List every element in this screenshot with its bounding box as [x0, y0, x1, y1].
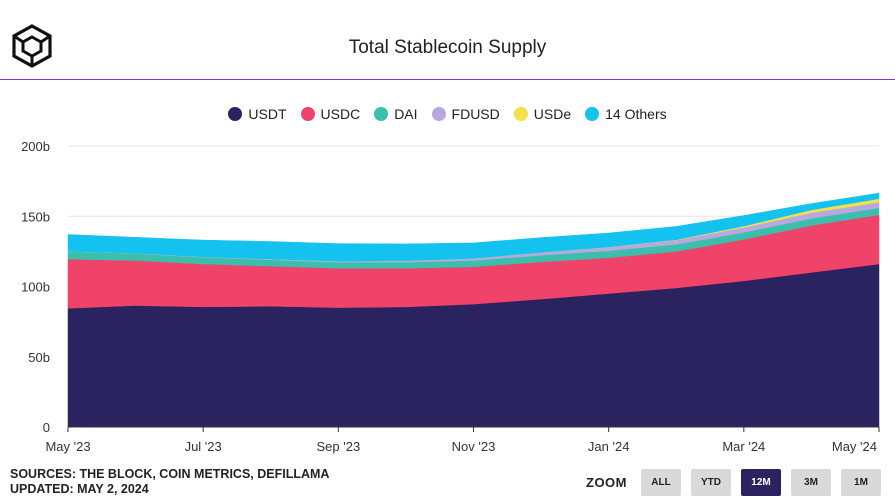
chart-header: Total Stablecoin Supply — [0, 0, 895, 80]
y-tick-label: 100b — [21, 280, 50, 295]
y-tick-label: 200b — [21, 139, 50, 154]
legend-swatch-icon — [513, 107, 528, 121]
updated-text: UPDATED: MAY 2, 2024 — [10, 482, 149, 496]
x-tick-label: Sep '23 — [316, 439, 360, 454]
legend-item-fdusd[interactable]: FDUSD — [431, 106, 500, 122]
legend-swatch-icon — [374, 107, 389, 121]
legend-item-usdc[interactable]: USDC — [300, 106, 361, 122]
zoom-label: ZOOM — [586, 475, 627, 490]
legend-swatch-icon — [431, 107, 446, 121]
sources-text: SOURCES: THE BLOCK, COIN METRICS, DEFILL… — [10, 467, 330, 481]
x-tick-label: Nov '23 — [452, 439, 496, 454]
zoom-controls: ZOOM ALL YTD 12M 3M 1M — [586, 469, 881, 496]
legend-label: USDC — [320, 106, 361, 122]
y-tick-label: 0 — [43, 420, 50, 435]
legend-label: 14 Others — [605, 106, 667, 122]
y-tick-label: 150b — [21, 209, 50, 224]
the-block-logo-icon[interactable] — [10, 24, 54, 68]
x-tick-label: May '24 — [832, 439, 877, 454]
zoom-3m-button[interactable]: 3M — [791, 469, 831, 496]
stacked-area-chart[interactable]: 0 50b 100b 150b 200b May '23 Jul '23 Sep '23 Nov… — [0, 130, 895, 462]
legend-item-usde[interactable]: USDe — [513, 106, 572, 122]
x-tick-label: Jul '23 — [185, 439, 222, 454]
legend-swatch-icon — [228, 107, 243, 121]
area-series-14-others[interactable] — [67, 192, 880, 262]
x-tick-label: May '23 — [45, 439, 90, 454]
legend-swatch-icon — [300, 107, 315, 121]
legend-label: FDUSD — [451, 106, 500, 122]
legend-item-usdt[interactable]: USDT — [228, 106, 287, 122]
legend-item-dai[interactable]: DAI — [374, 106, 418, 122]
zoom-ytd-button[interactable]: YTD — [691, 469, 731, 496]
zoom-12m-button[interactable]: 12M — [741, 469, 781, 496]
chart-footer: SOURCES: THE BLOCK, COIN METRICS, DEFILL… — [10, 467, 329, 497]
chart-title: Total Stablecoin Supply — [348, 37, 547, 58]
legend-label: USDT — [248, 106, 287, 122]
zoom-all-button[interactable]: ALL — [641, 469, 681, 496]
chart-legend: USDT USDC DAI FDUSD USDe 14 Others — [0, 106, 895, 122]
zoom-1m-button[interactable]: 1M — [841, 469, 881, 496]
legend-label: DAI — [394, 106, 418, 122]
legend-label: USDe — [533, 106, 572, 122]
x-tick-label: Jan '24 — [588, 439, 630, 454]
x-tick-label: Mar '24 — [722, 439, 765, 454]
legend-swatch-icon — [585, 107, 600, 121]
y-tick-label: 50b — [28, 350, 50, 365]
legend-item-others[interactable]: 14 Others — [585, 106, 667, 122]
